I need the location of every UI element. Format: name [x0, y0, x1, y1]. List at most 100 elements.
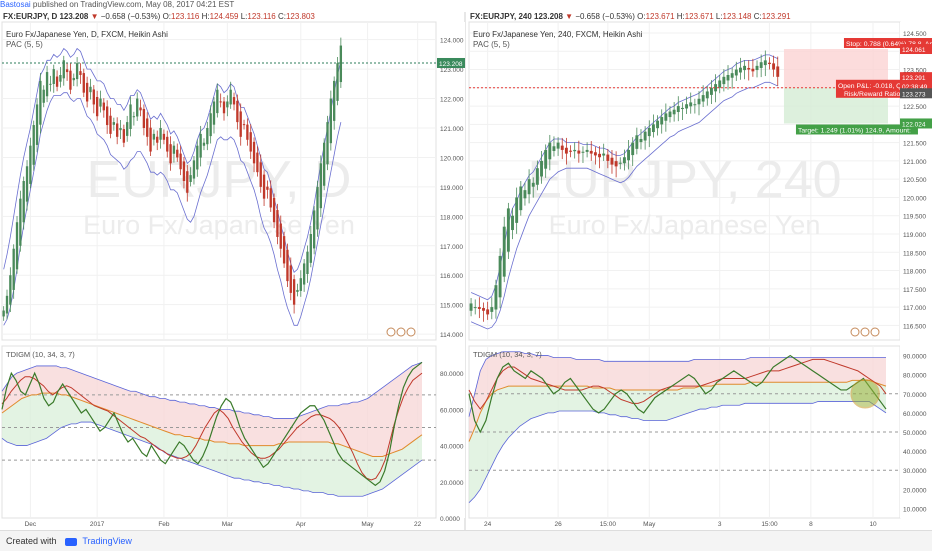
candle-body — [622, 157, 626, 164]
candle-body — [9, 275, 12, 305]
candle-body — [276, 210, 279, 237]
price-tick-label: 120.000 — [440, 155, 464, 162]
candle-body — [105, 106, 109, 126]
price-tick-label: 123.000 — [440, 67, 464, 74]
candle-body — [102, 102, 105, 111]
header-part: L: — [716, 12, 723, 21]
tdi-upper-line — [1, 361, 423, 419]
tdi-tick-label: 70.0000 — [903, 392, 927, 399]
candle-body — [643, 131, 647, 141]
candle-body — [136, 98, 139, 117]
header-part: 123.291 — [762, 12, 791, 21]
tdi-tick-label: 60.0000 — [440, 407, 464, 414]
x-tick-label: 3 — [718, 521, 722, 528]
candle-body — [656, 120, 660, 129]
stop-label: Stop: 0.788 (0.64%) 78.8, Amount: — [846, 41, 932, 48]
x-tick-label: Mar — [222, 521, 234, 528]
candle-body — [714, 84, 718, 92]
candle-body — [75, 63, 79, 80]
candle-body — [560, 145, 564, 150]
candle-body — [236, 100, 239, 123]
candle-body — [12, 248, 15, 290]
price-pane — [1, 21, 437, 341]
candle-body — [322, 142, 326, 186]
x-tick-label: May — [361, 521, 374, 528]
candle-body — [129, 104, 132, 130]
candle-body — [299, 278, 302, 291]
x-tick-label: 15:00 — [761, 521, 778, 528]
chart-title: Euro Fx/Japanese Yen, 240, FXCM, Heikin … — [473, 30, 643, 39]
candle-body — [252, 141, 256, 164]
candle-body — [159, 128, 162, 140]
candle-body — [614, 161, 618, 167]
x-tick-label: Dec — [25, 521, 37, 528]
header-part: −0.658 (−0.53%) — [101, 12, 163, 21]
candle-body — [651, 124, 655, 133]
price-tag — [900, 72, 932, 83]
tradingview-brand-link[interactable]: TradingView — [82, 536, 132, 546]
x-tick-label: 24 — [484, 521, 492, 528]
x-tick-label: 22 — [414, 521, 422, 528]
tdi-tick-label: 20.0000 — [903, 487, 927, 494]
price-tick-label: 119.000 — [903, 232, 926, 239]
candle-body — [511, 215, 514, 231]
tdi-tick-label: 30.0000 — [903, 468, 927, 475]
candle-body — [469, 303, 473, 311]
candle-body — [540, 160, 543, 177]
price-tick-label: 121.000 — [440, 126, 464, 133]
candle-body — [156, 136, 159, 143]
candle-body — [523, 190, 527, 199]
x-tick-label: Feb — [158, 521, 170, 528]
candle-body — [569, 150, 572, 152]
candle-body — [55, 76, 59, 87]
symbol-header: FX:EURJPY, 240 123.208 ▼ −0.658 (−0.53%)… — [470, 12, 791, 21]
price-tick-label: 120.500 — [903, 177, 927, 184]
price-tag — [900, 80, 932, 91]
price-tick-label: 114.000 — [440, 332, 463, 339]
tdi-lower-line — [1, 421, 423, 497]
candle-body — [212, 101, 216, 125]
tdi-signal-line — [468, 358, 887, 410]
indicator-label: PAC (5, 5) — [473, 40, 510, 49]
tdi-tick-label: 40.0000 — [903, 449, 927, 456]
candle-body — [119, 128, 122, 131]
x-tick-label: 2017 — [90, 521, 105, 528]
candle-body — [162, 133, 166, 140]
candle-body — [685, 104, 689, 109]
tdi-tick-label: 0.0000 — [440, 516, 460, 523]
candle-body — [112, 122, 116, 125]
candle-body — [216, 89, 219, 114]
candle-body — [647, 128, 651, 137]
candle-body — [32, 125, 35, 165]
tdi-lower-band — [2, 393, 422, 497]
header-part: 123.671 — [646, 12, 677, 21]
candle-body — [5, 295, 9, 314]
candle-body — [544, 149, 548, 169]
price-tag — [900, 44, 932, 55]
candle-body — [627, 149, 631, 161]
candle-body — [676, 106, 680, 113]
event-marker-icon — [860, 327, 870, 337]
candle-body — [266, 186, 269, 190]
candle-body — [506, 208, 510, 252]
price-axis — [900, 22, 932, 518]
candle-body — [494, 285, 498, 310]
candle-body — [326, 122, 329, 165]
header-part: 123.116 — [247, 12, 278, 21]
candle-body — [256, 152, 259, 173]
tdi-label: TDIGM (10, 34, 3, 7) — [473, 350, 542, 359]
candle-body — [116, 123, 119, 137]
candle-body — [312, 210, 316, 249]
tdi-signal-line — [1, 372, 423, 481]
candle-body — [738, 67, 742, 73]
publisher-name[interactable]: Bastosai — [0, 0, 31, 9]
candle-body — [279, 223, 282, 249]
candle-body — [329, 98, 333, 144]
tdi-upper-line — [468, 351, 886, 417]
candle-body — [581, 151, 585, 153]
price-tag-label: 02:38:49 — [902, 84, 928, 91]
candle-body — [15, 222, 19, 270]
candle-body — [109, 115, 112, 134]
price-tick-label: 118.000 — [440, 214, 463, 221]
